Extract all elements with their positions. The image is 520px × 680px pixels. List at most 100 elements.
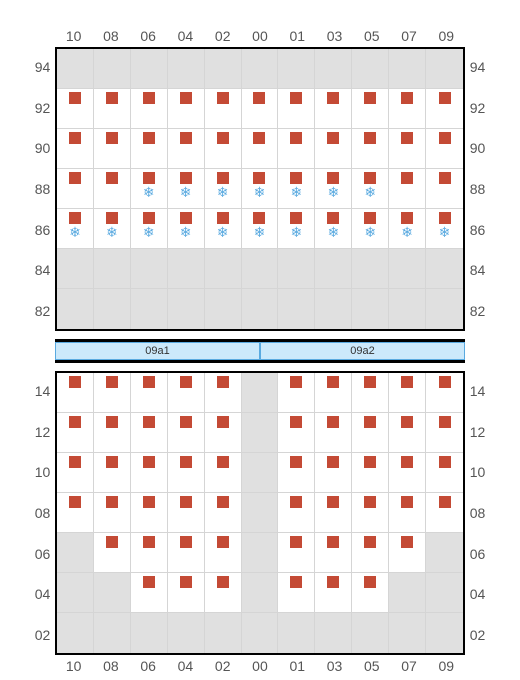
rack-cell[interactable] xyxy=(278,613,315,653)
rack-cell[interactable] xyxy=(315,413,352,453)
rack-cell[interactable] xyxy=(278,453,315,493)
rack-cell[interactable]: ❄ xyxy=(389,209,426,249)
rack-cell[interactable]: ❄ xyxy=(168,169,205,209)
rack-cell[interactable] xyxy=(278,249,315,289)
rack-cell[interactable] xyxy=(389,493,426,533)
rack-cell[interactable] xyxy=(205,49,242,89)
rack-cell[interactable]: ❄ xyxy=(57,209,94,249)
rack-cell[interactable] xyxy=(352,249,389,289)
rack-cell[interactable] xyxy=(242,89,279,129)
rack-cell[interactable] xyxy=(205,129,242,169)
rack-cell[interactable] xyxy=(426,169,463,209)
rack-cell[interactable] xyxy=(278,533,315,573)
rack-cell[interactable] xyxy=(352,573,389,613)
rack-cell[interactable]: ❄ xyxy=(315,169,352,209)
rack-cell[interactable] xyxy=(168,533,205,573)
rack-cell[interactable] xyxy=(94,249,131,289)
rack-cell[interactable] xyxy=(426,49,463,89)
rack-cell[interactable] xyxy=(278,129,315,169)
rack-cell[interactable] xyxy=(205,373,242,413)
rack-cell[interactable] xyxy=(94,453,131,493)
rack-cell[interactable] xyxy=(242,533,279,573)
rack-cell[interactable] xyxy=(315,613,352,653)
rack-cell[interactable] xyxy=(57,249,94,289)
rack-cell[interactable] xyxy=(242,573,279,613)
rack-cell[interactable] xyxy=(242,373,279,413)
rack-cell[interactable] xyxy=(315,289,352,329)
rack-cell[interactable] xyxy=(94,413,131,453)
rack-cell[interactable] xyxy=(278,373,315,413)
rack-cell[interactable] xyxy=(426,493,463,533)
rack-cell[interactable] xyxy=(426,289,463,329)
rack-cell[interactable] xyxy=(315,533,352,573)
rack-cell[interactable] xyxy=(168,129,205,169)
rack-cell[interactable] xyxy=(205,249,242,289)
rack-cell[interactable] xyxy=(352,129,389,169)
rack-cell[interactable] xyxy=(389,533,426,573)
rack-cell[interactable] xyxy=(242,413,279,453)
rack-cell[interactable] xyxy=(426,613,463,653)
rack-cell[interactable] xyxy=(315,89,352,129)
rack-cell[interactable] xyxy=(94,533,131,573)
rack-cell[interactable] xyxy=(57,613,94,653)
rack-cell[interactable] xyxy=(426,453,463,493)
rack-cell[interactable] xyxy=(426,129,463,169)
rack-cell[interactable] xyxy=(57,89,94,129)
rack-cell[interactable] xyxy=(57,413,94,453)
rack-cell[interactable] xyxy=(131,289,168,329)
rack-cell[interactable] xyxy=(389,169,426,209)
rack-cell[interactable] xyxy=(168,493,205,533)
rack-cell[interactable] xyxy=(389,373,426,413)
rack-cell[interactable]: ❄ xyxy=(352,169,389,209)
rack-cell[interactable] xyxy=(57,169,94,209)
rack-cell[interactable] xyxy=(205,89,242,129)
rack-cell[interactable] xyxy=(94,129,131,169)
rack-cell[interactable] xyxy=(352,289,389,329)
rack-cell[interactable] xyxy=(315,249,352,289)
rack-cell[interactable] xyxy=(94,493,131,533)
rack-cell[interactable] xyxy=(131,613,168,653)
rack-cell[interactable] xyxy=(94,573,131,613)
rack-cell[interactable] xyxy=(278,573,315,613)
rack-cell[interactable] xyxy=(57,493,94,533)
rack-cell[interactable] xyxy=(426,373,463,413)
rack-cell[interactable] xyxy=(389,129,426,169)
rack-cell[interactable] xyxy=(205,453,242,493)
rack-cell[interactable]: ❄ xyxy=(315,209,352,249)
rack-cell[interactable] xyxy=(315,373,352,413)
rack-cell[interactable] xyxy=(242,129,279,169)
rack-cell[interactable] xyxy=(57,289,94,329)
rack-cell[interactable] xyxy=(352,49,389,89)
rack-cell[interactable] xyxy=(131,413,168,453)
rack-cell[interactable] xyxy=(352,413,389,453)
rack-cell[interactable] xyxy=(168,453,205,493)
rack-cell[interactable]: ❄ xyxy=(352,209,389,249)
rack-cell[interactable] xyxy=(131,453,168,493)
rack-cell[interactable] xyxy=(426,533,463,573)
rack-cell[interactable] xyxy=(94,613,131,653)
rack-cell[interactable] xyxy=(242,493,279,533)
rack-cell[interactable] xyxy=(94,373,131,413)
rack-cell[interactable] xyxy=(426,249,463,289)
rack-cell[interactable] xyxy=(205,413,242,453)
rack-cell[interactable] xyxy=(389,49,426,89)
rack-cell[interactable]: ❄ xyxy=(205,209,242,249)
rack-cell[interactable] xyxy=(278,89,315,129)
rack-cell[interactable] xyxy=(168,373,205,413)
rack-cell[interactable] xyxy=(315,129,352,169)
rack-cell[interactable] xyxy=(205,573,242,613)
rack-cell[interactable]: ❄ xyxy=(242,209,279,249)
rack-cell[interactable] xyxy=(315,49,352,89)
rack-cell[interactable] xyxy=(94,169,131,209)
rack-cell[interactable]: ❄ xyxy=(94,209,131,249)
rack-cell[interactable] xyxy=(352,89,389,129)
rack-cell[interactable] xyxy=(278,493,315,533)
rack-cell[interactable] xyxy=(352,373,389,413)
rack-cell[interactable] xyxy=(242,49,279,89)
rack-cell[interactable] xyxy=(242,453,279,493)
rack-cell[interactable] xyxy=(168,89,205,129)
rack-cell[interactable] xyxy=(168,49,205,89)
rack-cell[interactable] xyxy=(242,289,279,329)
rack-cell[interactable] xyxy=(94,89,131,129)
rack-cell[interactable] xyxy=(205,613,242,653)
